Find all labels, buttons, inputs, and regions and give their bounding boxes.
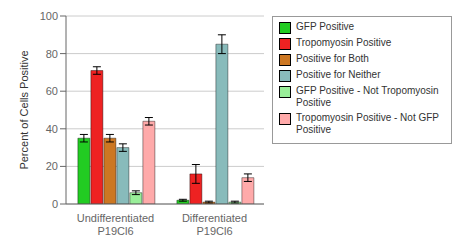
svg-text:Percent of Cells Positive: Percent of Cells Positive xyxy=(18,50,30,169)
svg-text:40: 40 xyxy=(46,123,58,135)
svg-text:0: 0 xyxy=(52,198,58,210)
html-text:Tropomyosin Positive - Not GFP: Tropomyosin Positive - Not GFP Positive xyxy=(296,112,439,135)
svg-text:100: 100 xyxy=(40,10,58,22)
svg-text:UndifferentiatedP19Cl6: UndifferentiatedP19Cl6 xyxy=(77,212,154,237)
svg-text:20: 20 xyxy=(46,160,58,172)
svg-text:60: 60 xyxy=(46,85,58,97)
html-text:Positive for Neither: Positive for Neither xyxy=(296,69,381,80)
html-text:Tropomyosin Positive: Tropomyosin Positive xyxy=(296,37,392,48)
svg-text:DifferentiatedP19Cl6: DifferentiatedP19Cl6 xyxy=(182,212,247,237)
html-text:GFP Positive: GFP Positive xyxy=(296,21,355,32)
html-text:GFP Positive - Not Tropomyosin: GFP Positive - Not Tropomyosin Positive xyxy=(296,85,439,108)
svg-text:80: 80 xyxy=(46,48,58,60)
html-text:Positive for Both: Positive for Both xyxy=(296,53,369,64)
